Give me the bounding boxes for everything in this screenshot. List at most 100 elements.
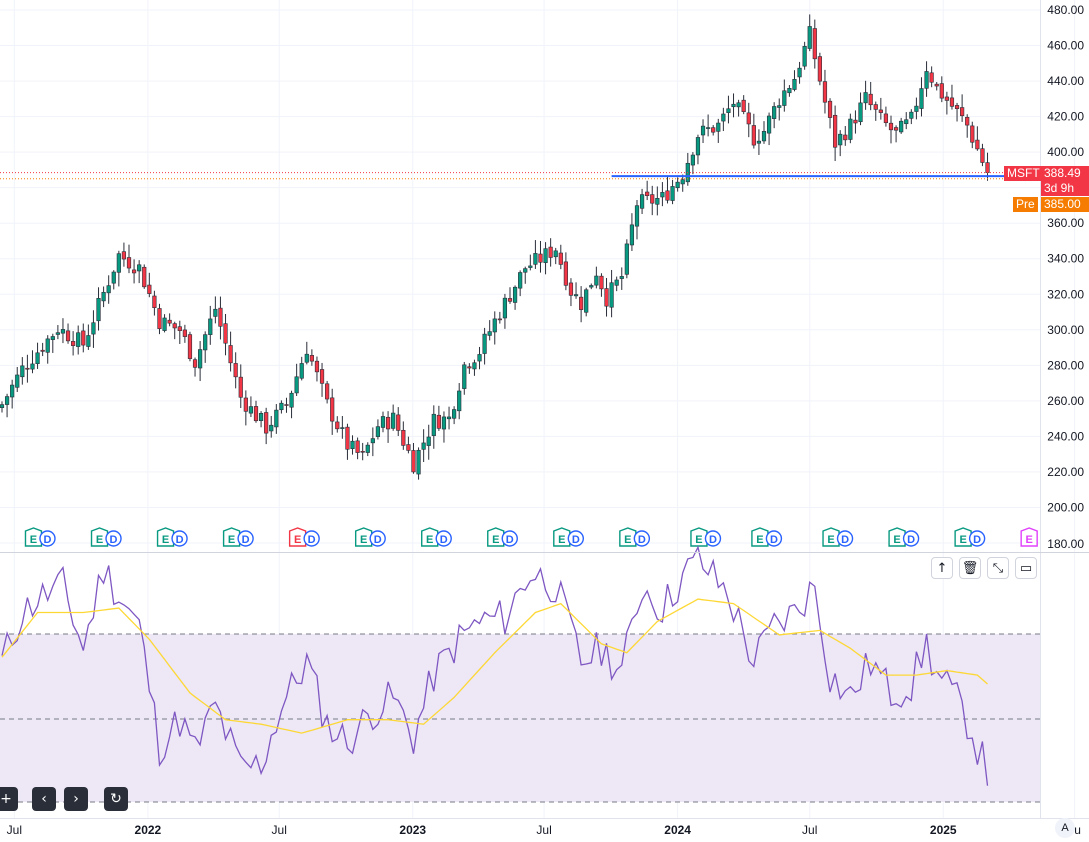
candle-body — [680, 179, 685, 185]
candle-body — [639, 194, 645, 209]
candle-body — [0, 404, 5, 408]
candle-body — [370, 438, 375, 444]
candle-body — [340, 427, 345, 429]
candle-body — [949, 97, 955, 107]
candle — [538, 240, 543, 273]
candle — [726, 95, 731, 124]
candle — [619, 267, 624, 290]
dividend-letter: D — [638, 534, 646, 546]
candle — [35, 342, 40, 369]
candle — [914, 97, 919, 120]
candle — [446, 406, 452, 430]
candle — [904, 112, 909, 130]
candle — [335, 416, 340, 433]
candle — [142, 264, 147, 289]
earnings-marker[interactable]: E — [1020, 527, 1038, 547]
earnings-letter: E — [492, 534, 499, 546]
candle — [40, 342, 45, 357]
candle-body — [294, 376, 299, 394]
delete-pane-button[interactable]: 🗑 — [959, 557, 981, 579]
dividend-badge — [704, 530, 722, 547]
scroll-left-button[interactable]: ‹ — [32, 787, 56, 811]
candle — [883, 106, 889, 127]
candle-body — [253, 406, 259, 422]
maximize-pane-button[interactable]: ▭ — [1015, 557, 1037, 579]
candle-body — [766, 115, 772, 134]
candle — [568, 278, 574, 307]
candle — [365, 442, 370, 457]
earnings-letter: E — [162, 534, 169, 546]
candle-body — [675, 181, 680, 189]
time-tick-label: Jul — [802, 823, 817, 837]
candle — [792, 70, 797, 92]
candle — [360, 442, 365, 461]
candle — [126, 244, 132, 274]
candle-body — [192, 359, 198, 368]
candle — [533, 240, 538, 269]
candle-body — [147, 284, 152, 294]
reset-chart-button[interactable]: ↻ — [104, 787, 128, 811]
scroll-right-button[interactable]: › — [64, 787, 88, 811]
zoom-in-button[interactable]: + — [0, 787, 18, 811]
candle — [716, 118, 721, 143]
candle-body — [35, 352, 40, 364]
candle-body — [833, 114, 838, 148]
candle-body — [954, 105, 960, 110]
time-axis[interactable]: Jul2022Jul2023Jul2024Jul2025Ju — [7, 823, 1081, 837]
candle — [848, 113, 853, 144]
candle-body — [162, 317, 167, 331]
candle — [756, 129, 762, 155]
candle — [782, 79, 787, 112]
candle-body — [782, 90, 787, 106]
candle-body — [126, 257, 132, 269]
candle-body — [10, 384, 15, 398]
candle — [198, 341, 203, 382]
candle — [416, 447, 421, 480]
candle — [604, 277, 609, 317]
candle-body — [396, 414, 401, 431]
candle-body — [385, 416, 391, 430]
candle-body — [772, 106, 777, 119]
candle — [436, 405, 441, 431]
earnings-letter: E — [893, 534, 900, 546]
candle-body — [822, 81, 828, 103]
dividend-badge — [902, 530, 920, 547]
auto-scale-button[interactable]: A — [1055, 818, 1075, 838]
candle — [919, 77, 924, 117]
candle-body — [944, 96, 949, 101]
collapse-pane-button[interactable]: ⤡ — [987, 557, 1009, 579]
candle — [772, 102, 777, 129]
candle — [30, 350, 35, 374]
candle-body — [726, 108, 731, 113]
candle — [787, 85, 792, 97]
candle-body — [106, 285, 111, 294]
candle — [939, 76, 944, 103]
price-tick-label: 420.00 — [1047, 110, 1084, 124]
earnings-letter: E — [426, 534, 433, 546]
candle — [812, 19, 817, 69]
move-pane-up-button[interactable]: ↑ — [931, 557, 953, 579]
candle-body — [477, 354, 482, 362]
countdown-tag: 3d 9h — [1041, 181, 1089, 196]
candle-body — [467, 366, 472, 369]
candle — [269, 415, 274, 438]
earnings-letter: E — [96, 534, 103, 546]
candle — [172, 321, 177, 340]
price-axis[interactable]: 480.00460.00440.00420.00400.00380.00360.… — [1047, 3, 1084, 551]
